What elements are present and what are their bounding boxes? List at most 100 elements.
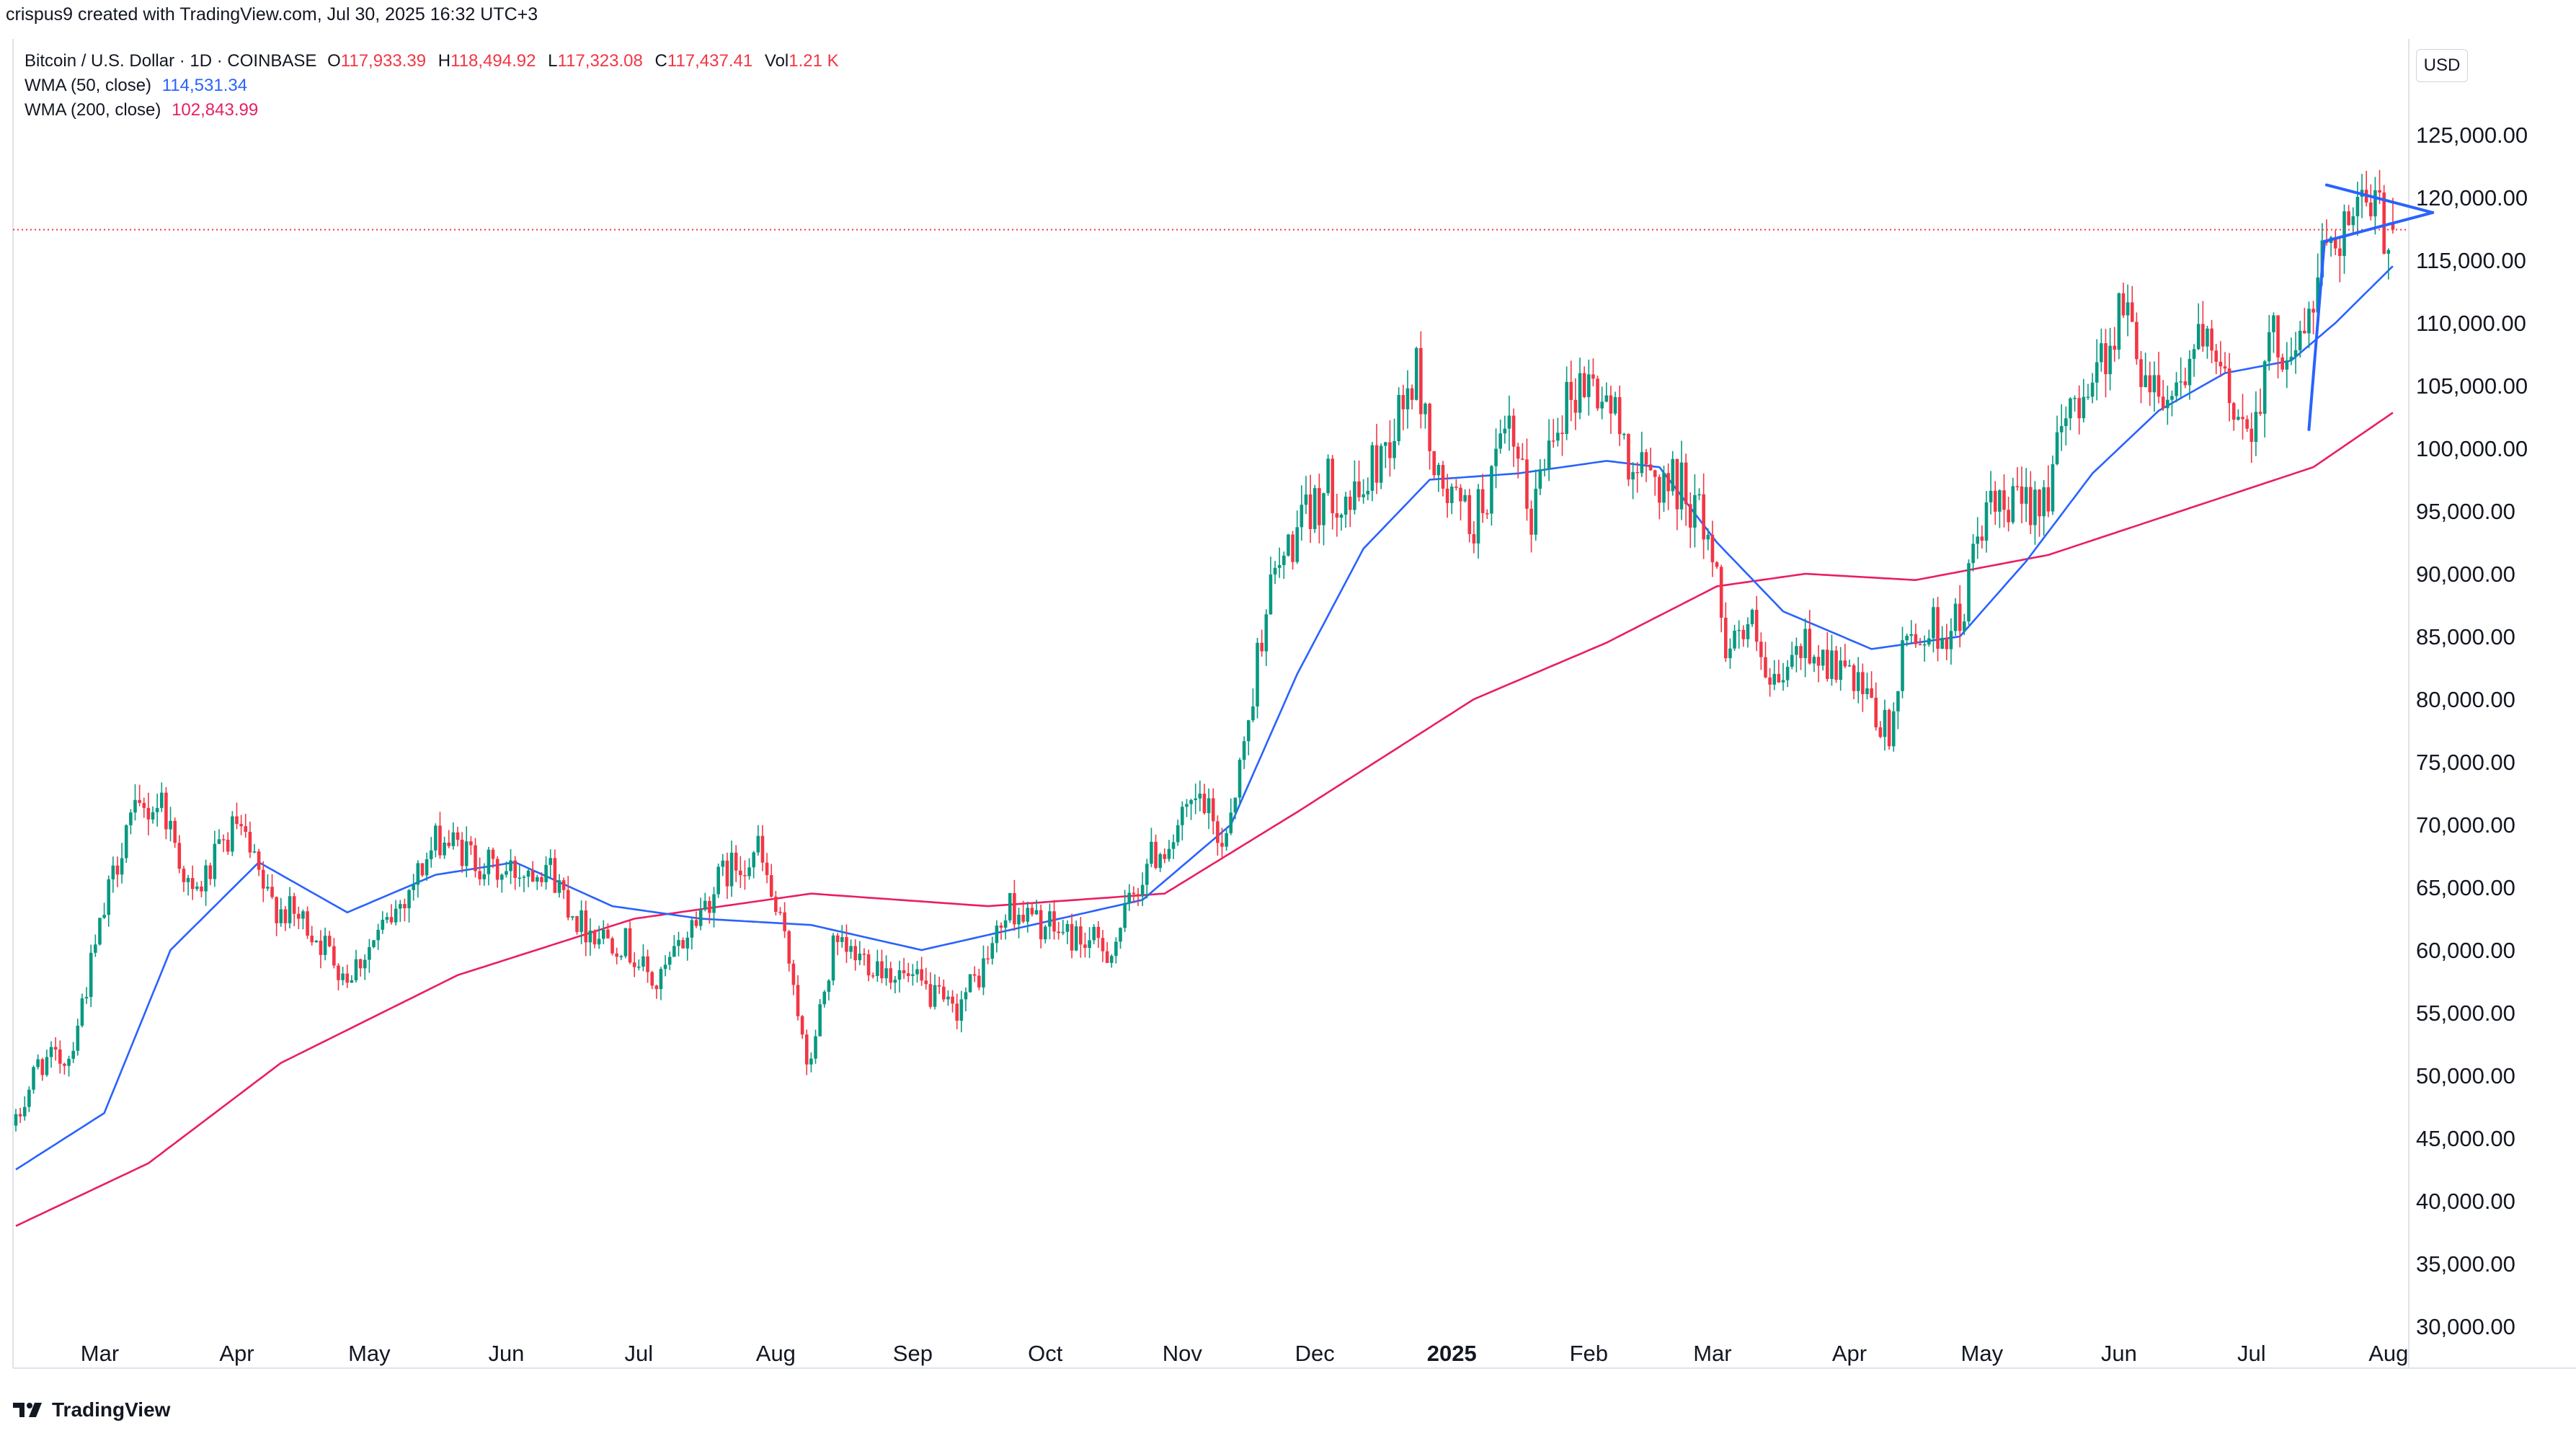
candle-body — [575, 916, 579, 932]
candle-body — [1754, 610, 1759, 642]
candle-body — [1971, 544, 1975, 564]
candle-body — [1750, 610, 1754, 624]
month-tick-label: Sep — [893, 1341, 933, 1366]
candle-body — [955, 1003, 959, 1021]
candle-body — [84, 997, 89, 999]
month-tick-label: Jul — [2237, 1341, 2266, 1366]
candle-body — [1693, 494, 1697, 528]
candle-body — [1887, 709, 1891, 747]
candle-body — [98, 918, 102, 945]
high-value: 118,494.92 — [450, 51, 536, 71]
candle-body — [694, 920, 698, 926]
candle-body — [14, 1114, 18, 1126]
candle-body — [2095, 362, 2099, 383]
trendline-3[interactable] — [2324, 183, 2435, 214]
candle-body — [2152, 375, 2157, 393]
candle-body — [2113, 345, 2117, 350]
candle-body — [208, 865, 213, 879]
tradingview-brand: TradingView — [13, 1398, 170, 1421]
candle-body — [22, 1106, 27, 1117]
candle-body — [2100, 343, 2103, 363]
candle-body — [650, 972, 654, 986]
candle-body — [67, 1058, 71, 1066]
candle-body — [1511, 415, 1516, 447]
candle-body — [681, 940, 685, 949]
candle-body — [53, 1047, 58, 1050]
candle-body — [1702, 494, 1705, 540]
candle-body — [752, 852, 756, 868]
candle-body — [942, 986, 946, 1000]
candle-body — [1308, 494, 1313, 529]
candle-body — [977, 975, 981, 988]
candle-body — [1617, 396, 1622, 435]
candle-body — [659, 969, 663, 990]
candle-body — [1269, 574, 1273, 615]
candle-body — [2166, 399, 2169, 409]
candle-body — [2059, 426, 2064, 432]
symbol-title[interactable]: Bitcoin / U.S. Dollar · 1D · COINBASE — [25, 51, 317, 71]
candle-body — [1799, 646, 1803, 659]
candle-body — [416, 863, 420, 885]
currency-button[interactable]: USD — [2416, 49, 2468, 82]
price-tick-label: 45,000.00 — [2416, 1126, 2515, 1151]
candle-body — [2033, 489, 2037, 525]
candle-body — [1013, 892, 1016, 925]
candle-body — [2206, 328, 2209, 347]
candle-body — [1419, 347, 1423, 414]
candle-body — [1357, 481, 1361, 497]
candle-body — [601, 929, 605, 939]
candle-body — [959, 999, 964, 1021]
candle-body — [2333, 237, 2337, 249]
price-tick-label: 80,000.00 — [2416, 687, 2515, 712]
trendline-1[interactable] — [2307, 239, 2326, 431]
legend-symbol-row: Bitcoin / U.S. Dollar · 1D · COINBASE O1… — [25, 49, 846, 74]
candle-body — [1697, 494, 1701, 496]
candle-body — [1891, 711, 1896, 747]
candle-body — [1300, 505, 1304, 528]
legend-wma200-row[interactable]: WMA (200, close) 102,843.99 — [25, 98, 846, 123]
candle-body — [530, 870, 535, 882]
month-tick-label: Apr — [219, 1341, 254, 1366]
candle-body — [769, 875, 773, 897]
candle-body — [505, 871, 508, 875]
candle-body — [1092, 926, 1096, 941]
legend-wma50-row[interactable]: WMA (50, close) 114,531.34 — [25, 74, 846, 98]
candle-body — [2237, 417, 2240, 420]
candle-body — [1339, 515, 1343, 518]
candle-body — [804, 1034, 809, 1065]
candle-body — [478, 871, 481, 879]
candle-body — [456, 832, 460, 840]
candle-body — [889, 968, 893, 983]
candle-body — [721, 860, 725, 867]
candle-body — [2316, 277, 2320, 313]
candle-body — [1547, 440, 1551, 469]
candle-body — [2148, 375, 2152, 393]
candle-body — [703, 900, 707, 910]
candle-body — [1171, 842, 1176, 849]
candle-body — [2051, 463, 2055, 512]
candle-body — [2024, 487, 2028, 504]
candle-body — [2254, 412, 2258, 443]
candle-body — [1905, 636, 1909, 641]
candle-body — [677, 940, 680, 946]
candle-body — [1136, 894, 1140, 897]
candle-body — [1145, 864, 1149, 885]
candle-body — [2303, 330, 2306, 334]
candle-body — [1181, 807, 1184, 825]
candle-body — [1949, 631, 1953, 649]
candle-body — [1021, 915, 1025, 922]
candle-body — [341, 973, 345, 980]
candle-body — [1034, 910, 1039, 915]
candle-body — [1459, 487, 1462, 502]
candle-body — [244, 826, 248, 833]
candle-body — [169, 820, 172, 830]
candle-body — [1282, 555, 1286, 566]
candle-body — [1436, 464, 1441, 476]
candle-body — [1945, 637, 1949, 649]
candle-body — [394, 908, 398, 923]
candle-body — [610, 938, 614, 954]
candle-body — [1927, 638, 1931, 644]
candle-body — [2241, 417, 2244, 420]
trendline-2[interactable] — [2322, 210, 2435, 243]
